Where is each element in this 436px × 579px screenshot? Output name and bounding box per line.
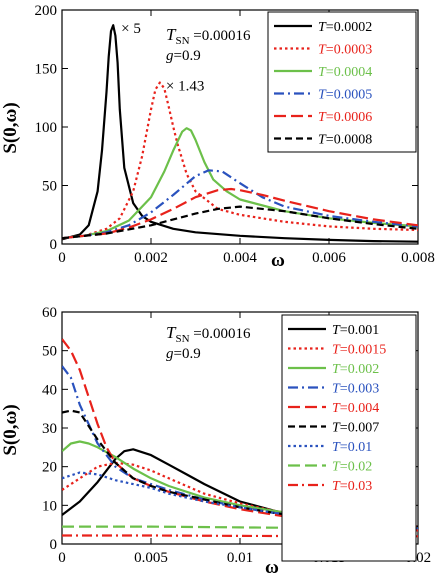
panel-1: 0 0.002 0.004 0.006 0.008 0 50 100 150 200 ω S(0,ω)… bbox=[0, 3, 435, 271]
series-line-T=0.0005 bbox=[62, 169, 418, 240]
legend: T=0.0002 T=0.0003 T=0.0004 T=0.0005 T=0.0006… bbox=[267, 11, 417, 153]
series-line-T=0.01 bbox=[62, 471, 418, 530]
y-tick-label: 150 bbox=[35, 62, 58, 78]
legend-entry: T=0.0015 bbox=[332, 343, 386, 358]
x-tick-label: 0.006 bbox=[312, 250, 346, 266]
series-line-T=0.0003 bbox=[62, 81, 418, 240]
legend-entry: T=0.01 bbox=[332, 440, 372, 455]
y-axis-label: S(0,ω) bbox=[0, 102, 21, 153]
x-tick-label: 0.002 bbox=[134, 250, 168, 266]
legend-entry: T=0.0003 bbox=[318, 43, 372, 58]
legend-entry: T=0.02 bbox=[332, 460, 372, 475]
legend-entry: T=0.0006 bbox=[318, 110, 372, 125]
series-line-T=0.0008 bbox=[62, 205, 418, 240]
y-tick-label: 50 bbox=[42, 179, 57, 195]
series-line-T=0.0002 bbox=[62, 24, 418, 243]
multiplier-label: × 5 bbox=[121, 21, 141, 37]
annotation-line: TSN =0.00016 bbox=[166, 25, 251, 47]
y-tick-label: 30 bbox=[42, 421, 57, 437]
y-tick-label: 0 bbox=[50, 537, 58, 553]
legend-entry: T=0.004 bbox=[332, 401, 379, 416]
x-tick-label: 0 bbox=[58, 250, 66, 266]
y-tick-label: 40 bbox=[42, 382, 57, 398]
y-tick-label: 10 bbox=[42, 498, 57, 514]
legend-entry: T=0.002 bbox=[332, 362, 379, 377]
y-tick-label: 60 bbox=[42, 305, 57, 321]
series-line-T=0.0006 bbox=[62, 187, 418, 240]
legend-entry: T=0.003 bbox=[332, 382, 379, 397]
legend-entry: T=0.0008 bbox=[318, 133, 372, 148]
legend-entry: T=0.0004 bbox=[318, 65, 372, 80]
x-tick-label: 0.005 bbox=[134, 550, 168, 566]
legend-entry: T=0.0005 bbox=[318, 88, 372, 103]
x-tick-label: 0.008 bbox=[401, 250, 435, 266]
legend-box bbox=[267, 11, 417, 153]
series-line-T=0.007 bbox=[62, 409, 418, 530]
legend-entry: T=0.007 bbox=[332, 421, 379, 436]
annotation-line: TSN =0.00016 bbox=[166, 323, 251, 345]
legend-box bbox=[281, 314, 417, 562]
annotation-line: g=0.9 bbox=[166, 346, 201, 362]
x-tick-label: 0.004 bbox=[223, 250, 257, 266]
legend: T=0.001 T=0.0015 T=0.002 T=0.003 T=0.004 T=0.… bbox=[281, 314, 417, 562]
legend-entry: T=0.0002 bbox=[318, 20, 372, 35]
panel-2: 00.0050.010.0150.020102030405060ωS(0,ω)T… bbox=[0, 305, 431, 578]
y-tick-label: 200 bbox=[35, 3, 58, 19]
y-tick-label: 0 bbox=[50, 237, 58, 253]
y-tick-label: 100 bbox=[35, 120, 58, 136]
x-axis-label: ω bbox=[271, 250, 285, 271]
legend-entry: T=0.001 bbox=[332, 323, 379, 338]
x-tick-label: 0 bbox=[58, 550, 66, 566]
x-axis-label: ω bbox=[265, 557, 279, 578]
y-tick-label: 50 bbox=[42, 344, 57, 360]
multiplier-label: × 1.43 bbox=[166, 79, 204, 95]
annotation-line: g=0.9 bbox=[166, 48, 201, 64]
legend-entry: T=0.03 bbox=[332, 479, 372, 494]
y-tick-label: 20 bbox=[42, 460, 57, 476]
x-tick-label: 0.01 bbox=[227, 550, 253, 566]
y-axis-label: S(0,ω) bbox=[0, 404, 21, 455]
series-curves bbox=[62, 24, 418, 243]
